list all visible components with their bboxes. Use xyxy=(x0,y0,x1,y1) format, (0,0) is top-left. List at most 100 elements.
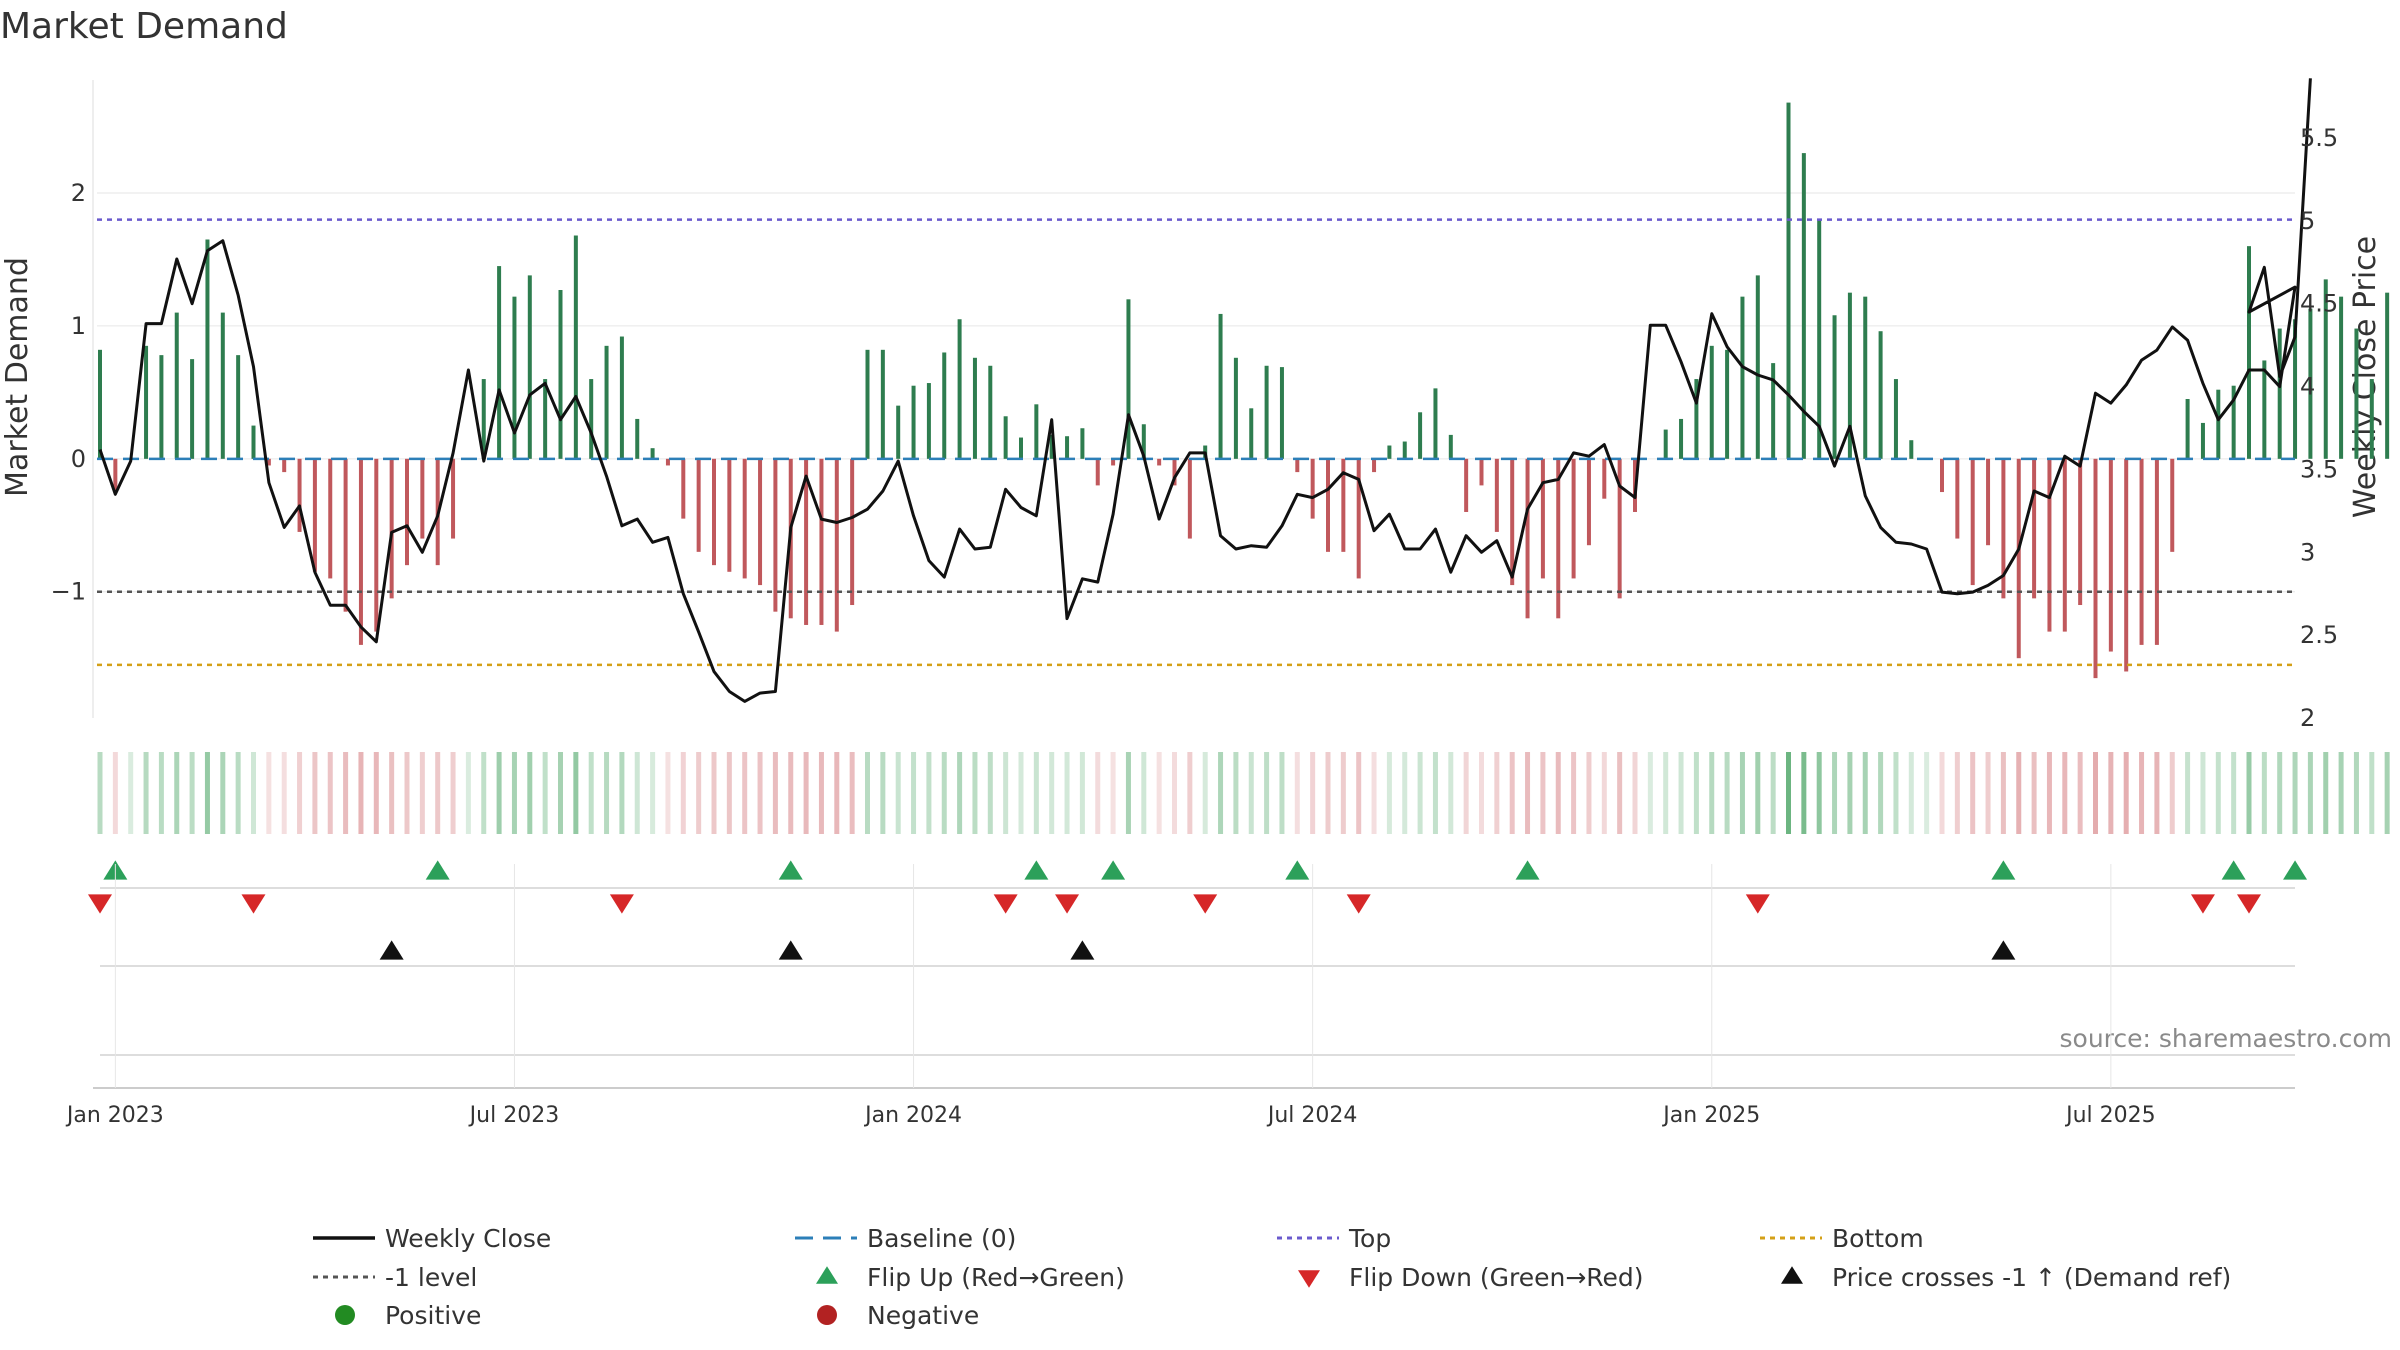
demand-bar xyxy=(1218,313,1223,459)
strip-cell xyxy=(1739,752,1745,834)
strip-cell xyxy=(803,752,809,834)
strip-cell xyxy=(1018,752,1024,834)
demand-bar xyxy=(1617,458,1622,599)
strip-cell xyxy=(204,752,210,834)
strip-cell xyxy=(2093,752,2098,834)
price-cross-marker xyxy=(379,940,404,960)
strip-cell xyxy=(865,752,870,834)
flip-down-marker xyxy=(1745,894,1770,914)
demand-bar xyxy=(374,458,379,632)
demand-bar xyxy=(758,458,763,586)
strip-cell xyxy=(435,752,441,834)
reference-levels xyxy=(97,218,2295,667)
strip-cell xyxy=(312,752,318,834)
strip-cell xyxy=(1693,752,1699,834)
demand-bar xyxy=(1494,458,1499,532)
strip-cell xyxy=(588,752,594,834)
strip-cell xyxy=(343,752,349,834)
strip-cell xyxy=(481,752,487,834)
strip-cell xyxy=(2062,752,2068,834)
y2-tick-label: 4 xyxy=(2300,373,2315,401)
strip-cell xyxy=(1187,752,1193,834)
demand-bar xyxy=(2016,458,2021,659)
demand-bar xyxy=(650,448,655,459)
demand-bar xyxy=(1832,315,1837,459)
legend-swatch-flip-up xyxy=(816,1266,838,1284)
x-tick-label: Jul 2023 xyxy=(468,1103,560,1128)
demand-bar xyxy=(527,275,532,459)
demand-bar xyxy=(2339,296,2344,459)
demand-bar xyxy=(98,349,102,459)
demand-bar xyxy=(1433,388,1438,459)
flip-up-marker xyxy=(1024,860,1049,880)
demand-bar xyxy=(942,352,947,459)
legend-label-price-crosses: Price crosses -1 ↑ (Demand ref) xyxy=(1832,1263,2231,1292)
strip-cell xyxy=(1248,752,1254,834)
strip-cell xyxy=(680,752,686,834)
strip-cell xyxy=(189,752,195,834)
strip-cell xyxy=(1156,752,1162,834)
strip-cell xyxy=(696,752,702,834)
strip-cell xyxy=(941,752,947,834)
strip-cell xyxy=(1264,752,1270,834)
demand-bar xyxy=(2185,399,2190,459)
demand-bar xyxy=(328,458,333,579)
demand-bar xyxy=(1080,428,1085,459)
strip-cell xyxy=(1663,752,1669,834)
strip-cell xyxy=(1617,752,1623,834)
x-tick-label: Jul 2025 xyxy=(2064,1103,2156,1128)
demand-bar xyxy=(1264,365,1269,459)
demand-bar xyxy=(420,458,425,539)
demand-bar xyxy=(543,379,548,459)
y2-axis-label: Weekly Close Price xyxy=(2348,236,2383,518)
strip-cell xyxy=(1033,752,1039,834)
demand-bar xyxy=(742,458,747,579)
strip-cell xyxy=(972,752,978,834)
demand-bar xyxy=(589,379,594,459)
demand-bars xyxy=(98,102,2390,679)
strip-cell xyxy=(2016,752,2022,834)
strip-cell xyxy=(251,752,256,834)
demand-bar xyxy=(558,290,563,459)
strip-cell xyxy=(1985,752,1991,834)
demand-bar xyxy=(2047,458,2052,632)
demand-bar xyxy=(2354,328,2359,459)
flip-up-marker xyxy=(1101,860,1126,880)
flip-up-marker xyxy=(1515,860,1540,880)
strip-cell xyxy=(2108,752,2114,834)
demand-bar xyxy=(1326,458,1330,552)
strip-cell xyxy=(2077,752,2083,834)
strip-cell xyxy=(1724,752,1730,834)
strip-cell xyxy=(742,752,748,834)
y-tick-label: 0 xyxy=(71,445,86,473)
price-cross-marker xyxy=(1070,940,1095,960)
flip-up-marker xyxy=(425,860,450,880)
strip-cell xyxy=(1908,752,1914,834)
demand-bar xyxy=(1479,458,1484,486)
y-axis-label: Market Demand xyxy=(0,257,35,497)
flip-up-marker xyxy=(1285,860,1310,880)
strip-cell xyxy=(174,752,180,834)
strip-cell xyxy=(558,752,563,834)
strip-cell xyxy=(895,752,901,834)
weekly-close-line xyxy=(98,78,2312,703)
strip-cell xyxy=(2154,752,2160,834)
strip-cell xyxy=(2139,752,2145,834)
demand-bar xyxy=(144,345,149,459)
strip-cell xyxy=(220,752,226,834)
strip-cell xyxy=(1310,752,1316,834)
legend-swatch-positive xyxy=(335,1305,355,1325)
strip-cell xyxy=(419,752,425,834)
x-tick-label: Jan 2024 xyxy=(863,1103,962,1128)
strip-cell xyxy=(1079,752,1085,834)
demand-bar xyxy=(282,458,287,473)
strip-cell xyxy=(2277,752,2283,834)
demand-bar xyxy=(1049,434,1054,459)
strip-cell xyxy=(1110,752,1116,834)
y2-tick-label: 5.5 xyxy=(2300,124,2338,152)
strip-cell xyxy=(818,752,824,834)
strip-cell xyxy=(158,752,164,834)
strip-cell xyxy=(726,752,732,834)
strip-cell xyxy=(2384,752,2390,834)
strip-cell xyxy=(604,752,610,834)
